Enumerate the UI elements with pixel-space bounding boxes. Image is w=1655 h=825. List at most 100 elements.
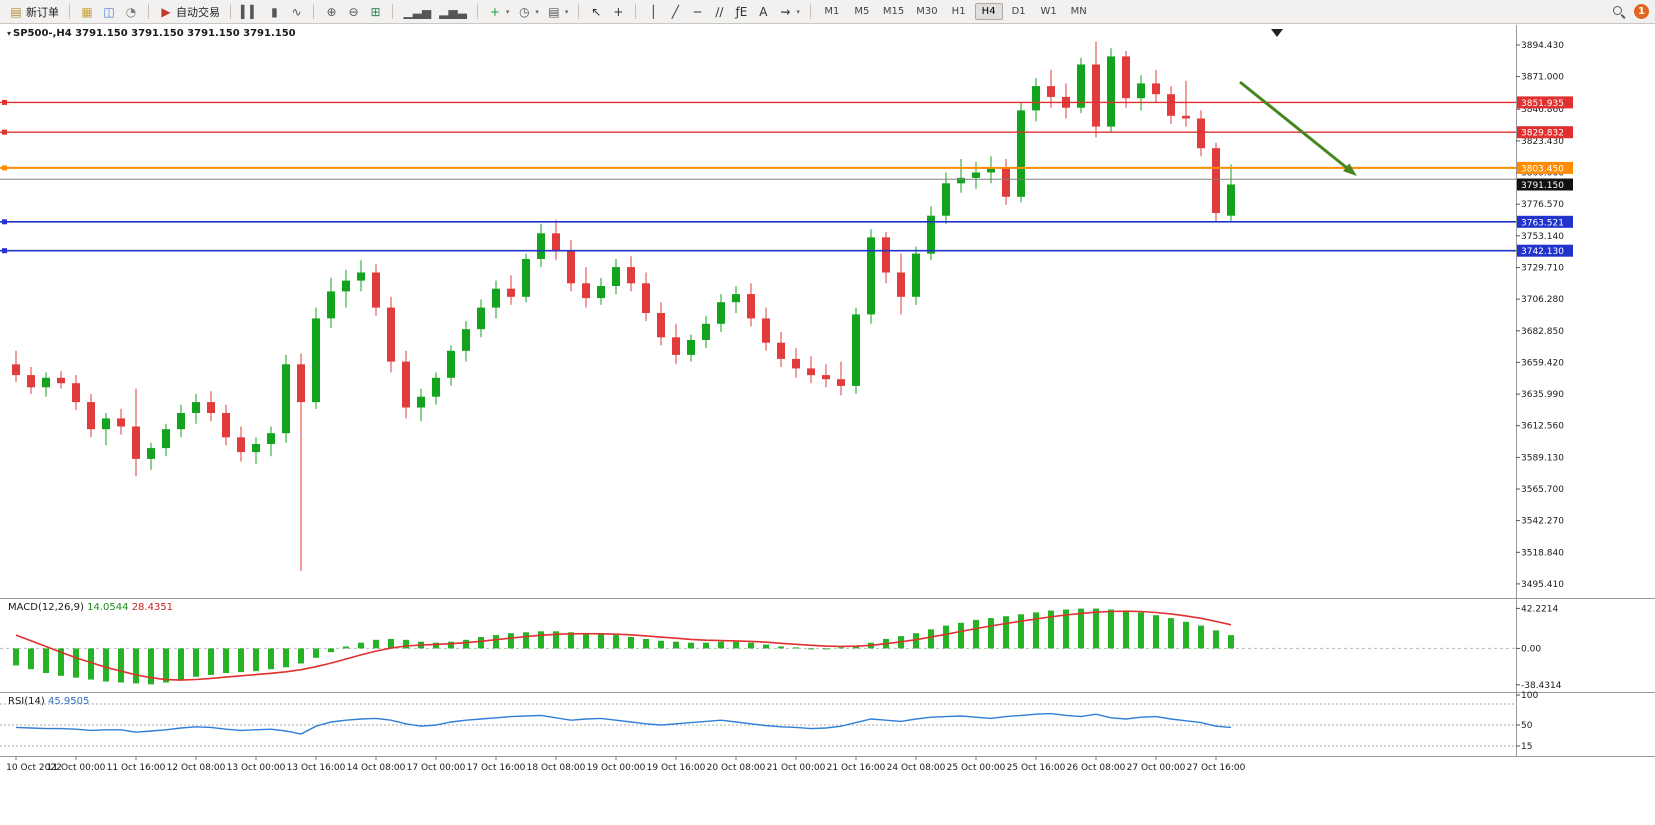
timeframe-button-m1[interactable]: M1 bbox=[824, 6, 840, 17]
svg-text:3495.410: 3495.410 bbox=[1521, 580, 1564, 590]
toolbar-separator bbox=[148, 4, 149, 19]
svg-text:3659.420: 3659.420 bbox=[1521, 358, 1564, 368]
crosshair-icon: + bbox=[613, 4, 624, 19]
svg-text:3565.700: 3565.700 bbox=[1521, 485, 1564, 495]
timeframe-button-d1[interactable]: D1 bbox=[1011, 6, 1026, 17]
timeframe-group: M1 M5 M15 M30 H1 H4 D1 W1 MN bbox=[818, 3, 1093, 20]
text-tool-icon: A bbox=[759, 4, 768, 19]
toolbar-group: + ▾ ◷ ▾ ▤ ▾ bbox=[485, 4, 572, 20]
rsi-value: 45.9505 bbox=[47, 696, 90, 707]
channel-icon[interactable]: ∕∕ bbox=[709, 4, 729, 20]
toolbar-group: ▶ 自动交易 bbox=[156, 3, 223, 21]
candlestick-type-icon: ▮ bbox=[271, 4, 278, 19]
toolbar-separator bbox=[230, 4, 231, 19]
zoom-in-icon[interactable]: ⊕ bbox=[321, 4, 341, 20]
svg-text:3589.130: 3589.130 bbox=[1521, 453, 1564, 463]
svg-text:19 Oct 00:00: 19 Oct 00:00 bbox=[587, 763, 646, 773]
svg-text:24 Oct 08:00: 24 Oct 08:00 bbox=[887, 763, 946, 773]
zoom-in-icon: ⊕ bbox=[326, 4, 337, 19]
arrows-tool-icon: ⇝ bbox=[780, 4, 791, 19]
toolbar-separator bbox=[476, 4, 478, 19]
auto-trading-button[interactable]: ▶ 自动交易 bbox=[156, 3, 223, 21]
timeframe-button-m15[interactable]: M15 bbox=[882, 6, 905, 17]
toolbar-separator bbox=[69, 4, 70, 19]
vertical-line-icon[interactable]: │ bbox=[643, 4, 663, 20]
timeframe-button-m30[interactable]: M30 bbox=[916, 6, 938, 17]
toolbar-separator bbox=[578, 4, 580, 19]
price-axis[interactable]: 3894.4303871.0003846.8603823.4303800.000… bbox=[1516, 41, 1573, 752]
svg-text:20 Oct 08:00: 20 Oct 08:00 bbox=[707, 763, 766, 773]
svg-text:12 Oct 08:00: 12 Oct 08:00 bbox=[167, 763, 226, 773]
horizontal-line-icon: ─ bbox=[693, 4, 701, 19]
collapse-triangle-icon[interactable]: ▾ bbox=[7, 29, 12, 38]
caret-down-icon: ▾ bbox=[796, 7, 800, 16]
search-icon[interactable] bbox=[1612, 5, 1626, 19]
market-watch-icon[interactable]: ▦ bbox=[77, 4, 97, 20]
trend-arrow-annotation[interactable] bbox=[1239, 80, 1357, 176]
svg-text:13 Oct 16:00: 13 Oct 16:00 bbox=[287, 763, 346, 773]
timeframe-button-w1[interactable]: W1 bbox=[1040, 6, 1057, 17]
chart-shift-icon[interactable] bbox=[1271, 29, 1283, 37]
toolbar-separator bbox=[809, 4, 811, 19]
svg-text:100: 100 bbox=[1521, 691, 1538, 701]
candlestick-type-icon[interactable]: ▮ bbox=[264, 4, 284, 20]
svg-text:3763.521: 3763.521 bbox=[1521, 218, 1564, 228]
history-center-icon[interactable]: ◔ bbox=[121, 4, 141, 20]
balance-chart-icon[interactable]: ▂▅▃ bbox=[436, 4, 470, 20]
notification-badge[interactable]: 1 bbox=[1634, 4, 1649, 19]
history-center-icon: ◔ bbox=[125, 4, 137, 19]
svg-text:27 Oct 16:00: 27 Oct 16:00 bbox=[1187, 763, 1246, 773]
trendline-icon: ╱ bbox=[671, 4, 679, 19]
cursor-icon[interactable]: ↖ bbox=[586, 4, 606, 20]
timeframe-button-mn[interactable]: MN bbox=[1070, 6, 1087, 17]
bar-chart-type-icon[interactable]: ▍▍ bbox=[238, 4, 262, 20]
svg-text:27 Oct 00:00: 27 Oct 00:00 bbox=[1127, 763, 1186, 773]
macd-panel bbox=[0, 608, 1516, 685]
svg-text:3729.710: 3729.710 bbox=[1521, 264, 1564, 274]
text-tool-icon[interactable]: A bbox=[753, 4, 773, 20]
toolbar-separator bbox=[635, 4, 637, 19]
tile-windows-icon[interactable]: ⊞ bbox=[365, 4, 385, 20]
toolbar: ▤ 新订单 ▦ ◫ ◔ ▶ 自动交易 ▍▍ ▮ ∿ ⊕ ⊖ ⊞ ▁▃▅ ▂▅▃ + ▾ ◷ ▾ ▤ ▾ ↖ + │ ╱ ─ ∕∕ ƒE… bbox=[0, 0, 1655, 24]
toolbar-group: ▦ ◫ ◔ bbox=[77, 4, 141, 20]
fibonacci-icon[interactable]: ƒE bbox=[731, 4, 751, 20]
new-order-button[interactable]: ▤ 新订单 bbox=[6, 3, 62, 21]
svg-text:3791.150: 3791.150 bbox=[1521, 181, 1564, 191]
svg-text:-38.4314: -38.4314 bbox=[1521, 681, 1562, 691]
arrows-tool-icon[interactable]: ⇝ ▾ bbox=[775, 4, 803, 20]
rsi-name: RSI(14) bbox=[8, 696, 45, 707]
rsi-panel bbox=[0, 703, 1516, 747]
svg-text:25 Oct 00:00: 25 Oct 00:00 bbox=[947, 763, 1006, 773]
toolbar-groups: ▤ 新订单 ▦ ◫ ◔ ▶ 自动交易 ▍▍ ▮ ∿ ⊕ ⊖ ⊞ ▁▃▅ ▂▅▃ + ▾ ◷ ▾ ▤ ▾ ↖ + │ ╱ ─ ∕∕ ƒE… bbox=[6, 3, 1093, 21]
navigator-icon[interactable]: ◫ bbox=[99, 4, 119, 20]
svg-text:18 Oct 08:00: 18 Oct 08:00 bbox=[527, 763, 586, 773]
svg-text:3753.140: 3753.140 bbox=[1521, 232, 1564, 242]
level-lines[interactable] bbox=[0, 99, 1516, 254]
timeframe-button-h4[interactable]: H4 bbox=[974, 3, 1003, 20]
svg-text:3612.560: 3612.560 bbox=[1521, 422, 1564, 432]
timeframe-button-h1[interactable]: H1 bbox=[951, 6, 966, 17]
svg-text:3846.860: 3846.860 bbox=[1521, 105, 1564, 115]
toolbar-right: 1 bbox=[1612, 4, 1649, 19]
add-indicator-icon[interactable]: + ▾ bbox=[485, 4, 513, 20]
period-selector-icon[interactable]: ◷ ▾ bbox=[514, 4, 542, 20]
svg-text:3518.840: 3518.840 bbox=[1521, 548, 1564, 558]
template-selector-icon[interactable]: ▤ ▾ bbox=[544, 4, 572, 20]
rsi-label: RSI(14) 45.9505 bbox=[8, 696, 89, 707]
svg-text:10 Oct 2022: 10 Oct 2022 bbox=[6, 763, 62, 773]
zoom-out-icon[interactable]: ⊖ bbox=[343, 4, 363, 20]
zoom-out-icon: ⊖ bbox=[348, 4, 359, 19]
navigator-icon: ◫ bbox=[103, 4, 115, 19]
chart-report-icon[interactable]: ▁▃▅ bbox=[400, 4, 434, 20]
toolbar-separator bbox=[392, 4, 394, 19]
timeframe-button-m5[interactable]: M5 bbox=[854, 6, 870, 17]
trendline-icon[interactable]: ╱ bbox=[665, 4, 685, 20]
horizontal-line-icon[interactable]: ─ bbox=[687, 4, 707, 20]
svg-text:21 Oct 00:00: 21 Oct 00:00 bbox=[767, 763, 826, 773]
svg-text:42.2214: 42.2214 bbox=[1521, 604, 1558, 614]
svg-text:3851.935: 3851.935 bbox=[1521, 99, 1564, 109]
crosshair-icon[interactable]: + bbox=[608, 4, 628, 20]
line-chart-type-icon[interactable]: ∿ bbox=[286, 4, 306, 20]
